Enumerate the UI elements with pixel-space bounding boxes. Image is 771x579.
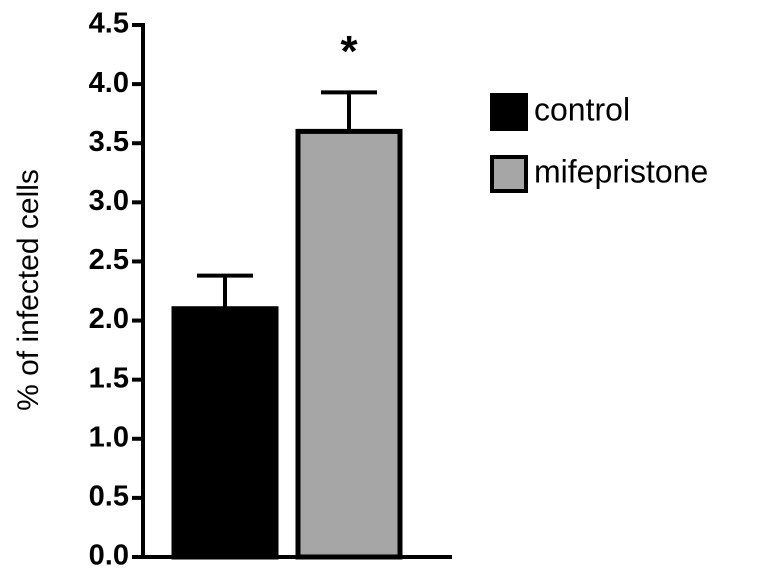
legend-label: mifepristone	[534, 153, 708, 189]
y-tick-label: 4.5	[89, 8, 129, 40]
y-tick-label: 3.0	[89, 185, 129, 217]
y-tick-label: 2.5	[89, 244, 129, 276]
y-axis-label: % of infected cells	[12, 169, 45, 411]
y-tick-label: 4.0	[89, 67, 129, 99]
y-tick-label: 0.5	[89, 481, 129, 513]
y-tick-label: 1.5	[89, 362, 129, 394]
y-tick-label: 2.0	[89, 303, 129, 335]
legend-swatch	[490, 155, 528, 193]
legend-label: control	[534, 91, 630, 127]
bar	[171, 306, 279, 560]
annotation: *	[340, 27, 358, 76]
y-tick-label: 1.0	[89, 421, 129, 453]
y-tick-label: 0.0	[89, 540, 129, 572]
legend-swatch	[490, 93, 528, 131]
bar	[295, 128, 403, 560]
y-tick-label: 3.5	[89, 126, 129, 158]
